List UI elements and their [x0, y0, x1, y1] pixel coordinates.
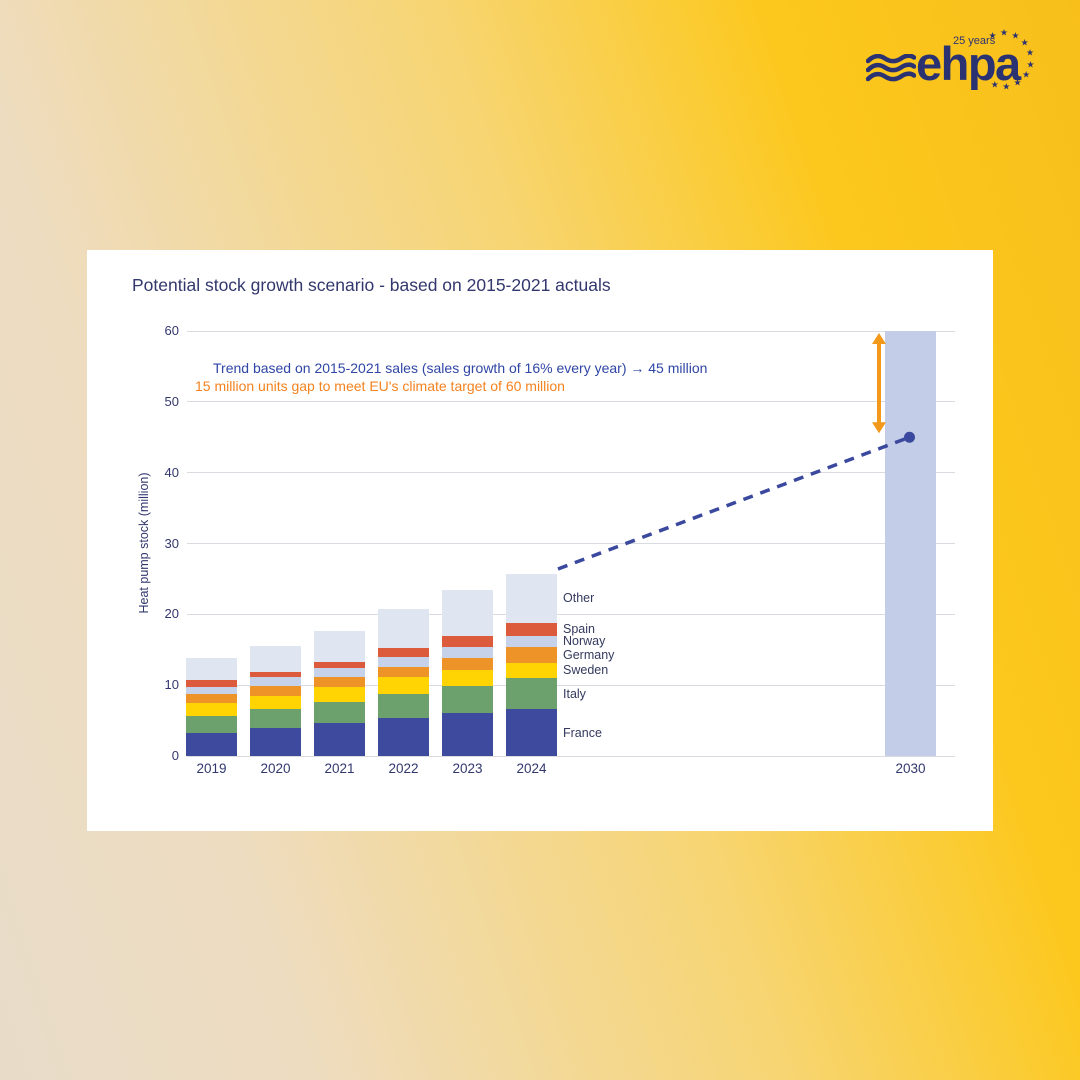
target-bar-2030 — [885, 331, 936, 756]
bar-segment-france-2019 — [186, 732, 237, 756]
gap-annotation: 15 million units gap to meet EU's climat… — [195, 378, 565, 394]
x-axis-label-2023: 2023 — [452, 761, 483, 776]
y-tick-label-50: 50 — [164, 393, 179, 409]
x-axis-label-2030: 2030 — [895, 761, 926, 776]
bar-segment-norway-2022 — [378, 656, 429, 667]
bar-segment-italy-2023 — [442, 685, 493, 713]
legend-label-sweden: Sweden — [563, 663, 609, 678]
bar-segment-spain-2023 — [442, 635, 493, 647]
waves-icon — [866, 54, 916, 82]
gridline-0 — [187, 755, 955, 757]
bar-segment-norway-2024 — [506, 635, 557, 647]
y-tick-label-40: 40 — [164, 464, 179, 480]
x-axis-label-2020: 2020 — [260, 761, 291, 776]
bar-segment-germany-2022 — [378, 666, 429, 677]
chart-card: Potential stock growth scenario - based … — [87, 250, 993, 831]
ehpa-25-years-label: 25 years — [953, 35, 996, 47]
eu-star-icon: ★ — [988, 30, 997, 41]
x-axis-label-2021: 2021 — [324, 761, 355, 776]
gap-arrowhead-up — [872, 333, 886, 344]
bar-segment-spain-2020 — [250, 671, 301, 678]
plot-area: 0 10 20 30 40 50 60 2019 2020 2021 2022 2023 2024 203… — [165, 323, 955, 776]
bar-segment-spain-2022 — [378, 647, 429, 657]
bar-segment-sweden-2023 — [442, 669, 493, 686]
bar-segment-italy-2019 — [186, 715, 237, 733]
y-tick-label-20: 20 — [164, 606, 179, 622]
bar-segment-france-2024 — [506, 709, 557, 756]
gridline-10 — [187, 684, 955, 686]
bar-segment-sweden-2021 — [314, 686, 365, 703]
bar-segment-italy-2020 — [250, 709, 301, 728]
gap-arrowhead-down — [872, 422, 886, 434]
eu-star-icon: ★ — [1013, 77, 1022, 88]
legend-label-norway: Norway — [563, 634, 606, 649]
bar-segment-spain-2021 — [314, 661, 365, 669]
bar-segment-italy-2021 — [314, 702, 365, 724]
eu-star-icon: ★ — [1022, 69, 1031, 80]
bar-segment-other-2019 — [186, 657, 237, 681]
gridline-30 — [187, 543, 955, 544]
bar-segment-norway-2023 — [442, 646, 493, 658]
chart-title: Potential stock growth scenario - based … — [132, 275, 611, 295]
legend-label-germany: Germany — [563, 647, 615, 662]
bar-segment-sweden-2020 — [250, 695, 301, 710]
bar-segment-germany-2024 — [506, 646, 557, 663]
eu-star-icon: ★ — [1020, 37, 1029, 48]
bar-segment-spain-2019 — [186, 680, 237, 688]
eu-star-icon: ★ — [1026, 59, 1035, 70]
bar-segment-norway-2020 — [250, 677, 301, 686]
bar-segment-other-2022 — [378, 609, 429, 648]
gridline-20 — [187, 613, 955, 615]
bar-segment-italy-2024 — [506, 678, 557, 710]
bar-segment-france-2022 — [378, 718, 429, 756]
gridline-40 — [187, 472, 955, 474]
y-tick-label-0: 0 — [171, 748, 179, 763]
bar-segment-sweden-2024 — [506, 662, 557, 679]
gridline-50 — [187, 401, 955, 403]
bar-segment-italy-2022 — [378, 693, 429, 719]
eu-star-icon: ★ — [990, 79, 999, 90]
y-tick-label-30: 30 — [164, 535, 179, 551]
eu-star-icon: ★ — [999, 27, 1009, 38]
bar-segment-germany-2019 — [186, 694, 237, 703]
bar-segment-norway-2019 — [186, 687, 237, 695]
legend-label-italy: Italy — [563, 686, 586, 701]
y-tick-label-60: 60 — [164, 323, 179, 338]
eu-star-icon: ★ — [1011, 30, 1020, 41]
legend-label-other: Other — [563, 591, 595, 606]
legend-label-spain: Spain — [563, 622, 595, 637]
eu-star-icon: ★ — [1026, 47, 1035, 58]
bar-segment-france-2020 — [250, 727, 301, 756]
y-tick-label-10: 10 — [164, 677, 179, 693]
bar-segment-norway-2021 — [314, 668, 365, 677]
legend-label-france: France — [563, 725, 602, 740]
bar-segment-other-2020 — [250, 646, 301, 672]
bar-segment-germany-2021 — [314, 676, 365, 687]
trend-annotation: Trend based on 2015-2021 sales (sales gr… — [213, 360, 708, 376]
bar-segment-other-2023 — [442, 589, 493, 636]
bar-segment-france-2021 — [314, 723, 365, 756]
x-axis-label-2024: 2024 — [516, 761, 547, 776]
bar-segment-spain-2024 — [506, 622, 557, 636]
bar-segment-germany-2023 — [442, 657, 493, 670]
gridline-60 — [187, 330, 955, 332]
bar-segment-sweden-2022 — [378, 676, 429, 694]
bar-segment-france-2023 — [442, 712, 493, 756]
bar-segment-other-2021 — [314, 630, 365, 662]
ehpa-wordmark: ehpa — [916, 37, 1021, 90]
x-axis-label-2022: 2022 — [388, 761, 419, 776]
x-axis-label-2019: 2019 — [196, 761, 227, 776]
ehpa-logo: ehpa 25 years ★ ★ ★ ★ ★ ★ ★ ★ ★ ★ — [866, 26, 1046, 116]
trend-dashed-line — [557, 435, 911, 571]
bar-segment-other-2024 — [506, 573, 557, 623]
eu-star-icon: ★ — [1002, 81, 1011, 92]
bar-segment-sweden-2019 — [186, 702, 237, 716]
bar-segment-germany-2020 — [250, 685, 301, 696]
